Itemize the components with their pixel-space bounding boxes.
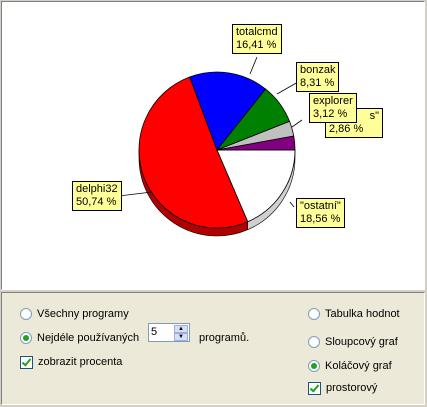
label-ostatni-small-fragment: s": [369, 110, 379, 122]
radio-pie-chart-circle[interactable]: [308, 360, 320, 372]
radio-table[interactable]: Tabulka hodnot: [308, 306, 400, 322]
label-explorer: explorer 3,12 %: [309, 93, 357, 123]
radio-table-circle[interactable]: [308, 308, 320, 320]
programs-suffix-label: programů.: [199, 332, 250, 344]
radio-all-programs-circle[interactable]: [20, 308, 32, 320]
label-totalcmd-value: 16,41 %: [236, 39, 277, 51]
radio-most-used-circle[interactable]: [20, 332, 32, 344]
check-show-percent[interactable]: zobrazit procenta: [20, 354, 122, 370]
leader-line-0: [249, 56, 258, 75]
label-totalcmd-name: totalcmd: [236, 26, 278, 38]
label-delphi32-name: delphi32: [76, 183, 118, 195]
label-ostatni-name: "ostatní": [300, 200, 341, 212]
label-ostatni-small-value: 2,86 %: [329, 123, 364, 135]
label-bonzak-name: bonzak: [300, 64, 336, 76]
leader-line-2: [291, 119, 303, 128]
radio-all-programs-label[interactable]: Všechny programy: [37, 308, 129, 320]
label-bonzak: bonzak 8,31 %: [296, 62, 340, 92]
pie-slice-0: [138, 76, 249, 229]
pie-slice-4: [216, 135, 296, 151]
chart-panel: totalcmd 16,41 % bonzak 8,31 % s" 2,86 %…: [1, 1, 425, 290]
pie-slice-1: [189, 71, 267, 151]
pie-chart: [101, 56, 303, 237]
check-show-percent-box[interactable]: [20, 355, 33, 369]
radio-all-programs[interactable]: Všechny programy: [20, 306, 129, 322]
program-count-input[interactable]: [151, 325, 173, 339]
options-panel: Všechny programy Nejdéle používaných ▲ ▼…: [1, 292, 425, 405]
programs-suffix: programů.: [199, 330, 249, 346]
check-3d-label[interactable]: prostorový: [326, 382, 378, 394]
radio-most-used[interactable]: Nejdéle používaných: [20, 330, 139, 346]
label-delphi32: delphi32 50,74 %: [72, 181, 122, 211]
label-totalcmd: totalcmd 16,41 %: [232, 24, 282, 54]
leader-line-4: [289, 201, 295, 208]
radio-bar-chart[interactable]: Sloupcový graf: [308, 334, 398, 350]
label-delphi32-value: 50,74 %: [76, 196, 117, 208]
pie-slice-5: [216, 149, 296, 223]
check-3d[interactable]: prostorový: [308, 380, 377, 396]
radio-table-label[interactable]: Tabulka hodnot: [325, 308, 400, 320]
check-show-percent-label[interactable]: zobrazit procenta: [38, 356, 123, 368]
program-count-stepper[interactable]: ▲ ▼: [148, 323, 190, 342]
radio-pie-chart[interactable]: Koláčový graf: [308, 358, 392, 374]
label-bonzak-value: 8,31 %: [300, 77, 335, 89]
label-explorer-name: explorer: [313, 95, 353, 107]
radio-bar-chart-label[interactable]: Sloupcový graf: [325, 336, 398, 348]
radio-bar-chart-circle[interactable]: [308, 336, 320, 348]
stepper-up-arrow-icon[interactable]: ▲: [174, 325, 188, 333]
leader-line-1: [276, 81, 299, 95]
check-3d-box[interactable]: [308, 381, 321, 395]
radio-pie-chart-label[interactable]: Koláčový graf: [325, 360, 392, 372]
radio-most-used-label[interactable]: Nejdéle používaných: [37, 332, 140, 344]
label-explorer-value: 3,12 %: [313, 108, 348, 120]
stepper-down-arrow-icon[interactable]: ▼: [174, 333, 188, 341]
label-ostatni-value: 18,56 %: [300, 213, 341, 225]
label-ostatni: "ostatní" 18,56 %: [296, 198, 345, 228]
